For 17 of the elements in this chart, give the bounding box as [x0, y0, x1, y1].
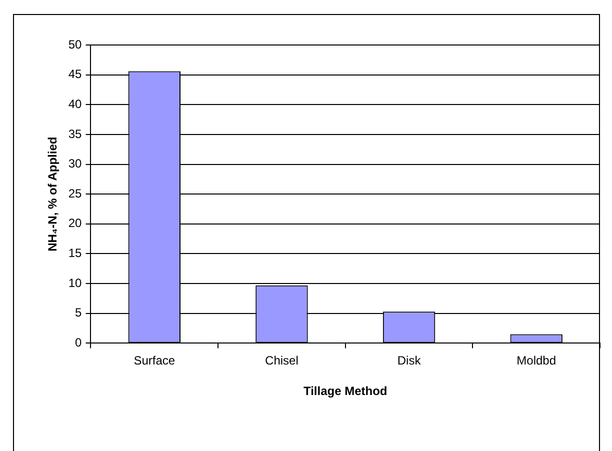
- y-tick-label: 0: [75, 336, 82, 350]
- y-axis-title: NH₄-N, % of Applied: [46, 136, 60, 252]
- y-tick-label: 50: [68, 37, 82, 52]
- y-tick-label: 35: [68, 126, 82, 141]
- y-tick-label: 40: [68, 96, 82, 111]
- x-axis-title: Tillage Method: [303, 384, 388, 398]
- y-tick-label: 20: [68, 216, 82, 230]
- y-tick-label: 5: [75, 306, 82, 320]
- x-tick-label: Disk: [397, 354, 422, 368]
- x-tick-label: Moldbd: [516, 354, 556, 368]
- y-tick-label: 30: [68, 156, 82, 171]
- x-tick-label: Chisel: [265, 354, 298, 368]
- y-tick-label: 25: [68, 186, 82, 200]
- x-tick-label: Surface: [134, 354, 176, 368]
- y-tick-label: 45: [68, 67, 82, 82]
- y-tick-label: 15: [68, 246, 82, 260]
- y-tick-label: 10: [68, 276, 82, 290]
